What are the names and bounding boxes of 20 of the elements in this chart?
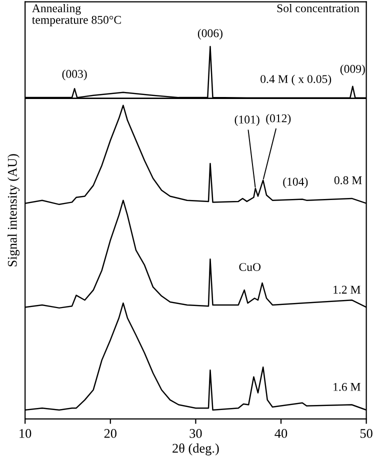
x-tick-label: 30 [190, 429, 202, 438]
text: Annealing temperature 850°C [32, 4, 121, 26]
annotation: (009) [340, 64, 365, 76]
x-tick-label: 20 [104, 429, 116, 438]
text: Sol concentration [277, 4, 360, 12]
x-axis-title: 2θ (deg.) [172, 443, 219, 456]
annotation: (101) [234, 115, 260, 126]
annotation: (006) [198, 28, 222, 40]
series-label: 0.4 M ( x 0.05) [260, 74, 332, 86]
x-tick-label: 50 [360, 429, 372, 438]
annotation: (012) [266, 114, 291, 125]
x-tick-label: 40 [274, 429, 288, 438]
x-tick-label: 10 [20, 429, 32, 438]
annotation: (104) [283, 177, 308, 188]
series-label: 1.6 M [334, 382, 360, 391]
series-label: 0.8 M [334, 176, 362, 184]
annotation: CuO [239, 263, 261, 271]
annotation: (003) [62, 70, 87, 80]
y-axis-title: Signal intensity (AU) [8, 154, 20, 266]
series-label: 1.2 M [334, 286, 360, 294]
